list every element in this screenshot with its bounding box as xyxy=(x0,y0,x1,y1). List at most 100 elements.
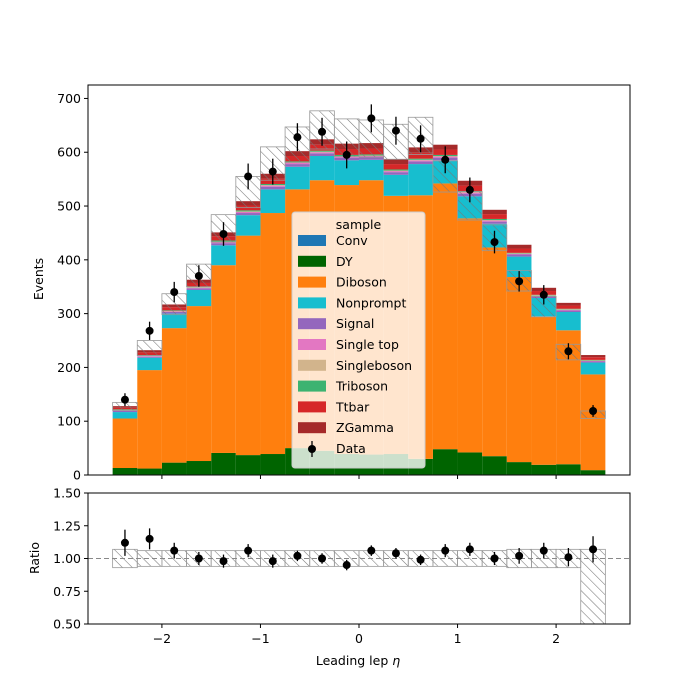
legend-label: Single top xyxy=(336,337,399,352)
stack-bar-diboson xyxy=(580,374,606,471)
stack-bar-singleboson xyxy=(482,220,507,221)
stack-bar-singleboson xyxy=(309,151,335,153)
stack-bar-dy xyxy=(482,456,507,475)
stack-bar-singleboson xyxy=(383,170,409,172)
ratio-point xyxy=(391,549,400,558)
stack-bar-diboson xyxy=(186,306,212,462)
x-axis-label-eta-symbol: η xyxy=(392,653,400,668)
stack-bar-nonprompt xyxy=(161,313,187,329)
ratio-point xyxy=(515,551,524,560)
stack-bar-signal xyxy=(235,213,261,216)
stack-bar-signal xyxy=(556,310,581,313)
legend-swatch-singleboson xyxy=(298,359,326,371)
stack-bar-triboson xyxy=(556,308,581,310)
ratio-point xyxy=(465,545,474,554)
stack-bar-signal xyxy=(482,221,507,224)
uncertainty-band-bin xyxy=(136,340,163,356)
legend-label: Signal xyxy=(336,316,374,331)
stack-bar-triboson xyxy=(383,169,409,171)
stack-bar-zgamma xyxy=(383,159,409,165)
data-point xyxy=(293,133,302,142)
ratio-point xyxy=(145,534,154,543)
legend-swatch-diboson xyxy=(298,276,326,288)
data-point xyxy=(170,288,179,297)
data-point xyxy=(391,126,400,135)
main-y-tick-label: 100 xyxy=(57,414,81,429)
stack-bar-singleboson xyxy=(506,253,532,254)
stack-bar-triboson xyxy=(408,158,433,160)
stack-bar-nonprompt xyxy=(186,289,212,307)
main-y-tick-label: 700 xyxy=(57,91,81,106)
stack-bar-signal xyxy=(285,164,310,167)
legend-title: sample xyxy=(336,217,382,232)
data-point xyxy=(120,395,129,404)
data-point xyxy=(515,277,524,286)
stack-bar-nonprompt xyxy=(137,357,162,371)
data-point xyxy=(441,155,450,164)
stack-bar-ttbar xyxy=(556,305,581,309)
legend-swatch-dy xyxy=(298,255,326,267)
stack-bar-dy xyxy=(580,470,606,475)
data-point xyxy=(367,114,376,123)
stack-bar-single-top xyxy=(235,211,261,214)
stack-bar-nonprompt xyxy=(383,174,409,196)
ratio-plot: 0.50 0.75 1.00 1.25 1.50 −2 −1 0 1 2 xyxy=(53,486,631,646)
stack-bar-triboson xyxy=(235,210,261,212)
stack-bar-dy xyxy=(112,468,138,475)
stack-bar-ttbar xyxy=(408,152,433,159)
data-point xyxy=(539,290,548,299)
stack-bar-signal xyxy=(112,410,138,413)
legend-label: Triboson xyxy=(335,379,388,394)
stack-bar-signal xyxy=(580,361,606,363)
stack-bar-zgamma xyxy=(506,244,532,249)
data-point xyxy=(564,347,573,356)
ratio-point xyxy=(490,554,499,563)
ratio-y-tick-label: 1.50 xyxy=(53,486,81,501)
stack-bar-dy xyxy=(235,455,261,475)
main-y-tick-label: 500 xyxy=(57,199,81,214)
x-tick-label: 0 xyxy=(355,631,363,646)
stack-bar-single-top xyxy=(383,171,409,173)
data-point xyxy=(318,127,327,136)
stack-bar-signal xyxy=(383,172,409,175)
data-point xyxy=(490,238,499,247)
main-y-tick-label: 400 xyxy=(57,252,81,267)
stack-bar-diboson xyxy=(137,370,162,469)
data-point xyxy=(416,134,425,143)
stack-bar-dy xyxy=(457,452,483,475)
ratio-point xyxy=(293,551,302,560)
legend-label: Ttbar xyxy=(335,399,370,414)
main-y-tick-label: 300 xyxy=(57,306,81,321)
stack-bar-signal xyxy=(359,157,384,160)
legend-label: Data xyxy=(336,441,366,456)
stack-bar-ttbar xyxy=(383,164,409,170)
ratio-y-tick-label: 0.50 xyxy=(53,617,81,632)
legend-label: ZGamma xyxy=(336,420,394,435)
x-axis-label-text: Leading lep xyxy=(316,653,392,668)
stack-bar-single-top xyxy=(309,152,335,154)
stack-bar-dy xyxy=(432,449,458,475)
stack-bar-triboson xyxy=(482,218,507,221)
stack-bar-nonprompt xyxy=(211,245,236,266)
legend-label: DY xyxy=(336,254,353,269)
stack-bar-single-top xyxy=(506,253,532,255)
legend-label: Nonprompt xyxy=(336,295,406,310)
legend-swatch-nonprompt xyxy=(298,297,326,309)
ratio-y-tick-label: 1.25 xyxy=(53,518,81,533)
main-y-tick-label: 0 xyxy=(73,468,81,483)
stack-bar-dy xyxy=(137,468,162,475)
stack-bar-dy xyxy=(211,452,236,475)
ratio-point xyxy=(120,538,129,547)
stack-bar-nonprompt xyxy=(309,156,335,181)
data-point xyxy=(244,172,253,181)
stack-bar-diboson xyxy=(457,218,483,453)
stack-bar-single-top xyxy=(186,287,212,289)
stack-bar-ttbar xyxy=(580,357,606,360)
stack-bar-singleboson xyxy=(580,360,606,361)
x-tick-label: −1 xyxy=(251,631,269,646)
ratio-point xyxy=(342,561,351,570)
stack-bar-triboson xyxy=(506,252,532,254)
stack-bar-diboson xyxy=(211,265,236,453)
ratio-point xyxy=(318,554,327,563)
